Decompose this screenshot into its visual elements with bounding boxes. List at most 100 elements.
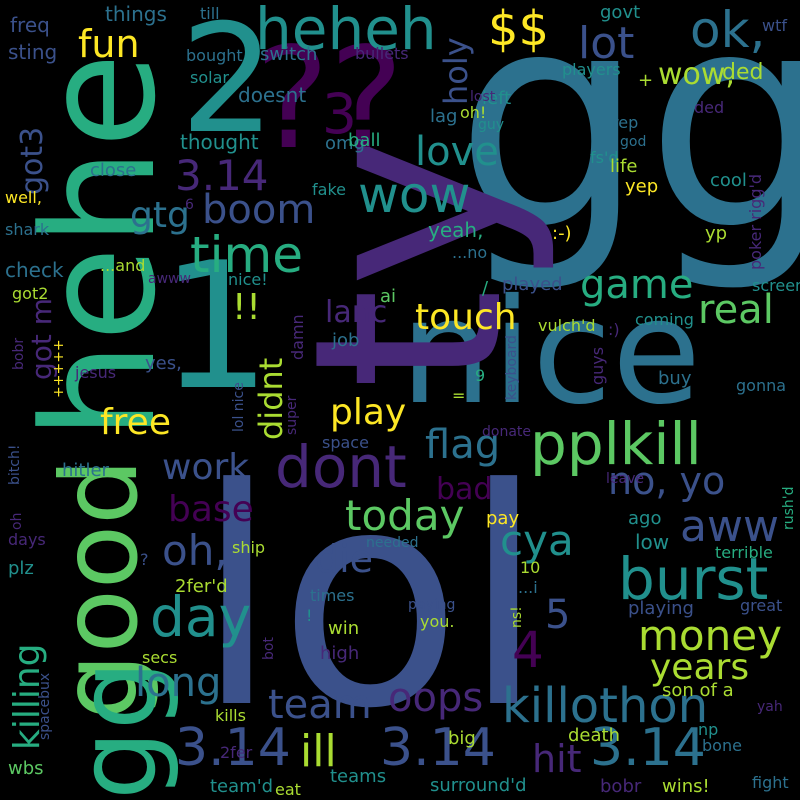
word: till [200, 4, 220, 23]
word: well, [5, 188, 42, 207]
word: today [345, 491, 465, 540]
word: surround'd [430, 775, 527, 796]
word: ok, [690, 1, 766, 59]
word: god [620, 134, 647, 150]
word: big [448, 728, 476, 749]
word: base [168, 489, 254, 530]
word: things [105, 2, 167, 26]
word: yeah, [428, 218, 484, 242]
word: 3.14 [380, 718, 496, 778]
word: bot [261, 637, 277, 660]
word: didnt [252, 357, 290, 440]
word: lanc [325, 295, 388, 330]
word: flag [425, 422, 501, 468]
word: bone [702, 736, 742, 755]
word: yep [625, 176, 659, 197]
word: leave [606, 471, 644, 487]
word: death [568, 725, 620, 746]
word: high [320, 643, 360, 664]
word: vulch'd [538, 316, 596, 335]
word: aww [680, 501, 779, 552]
word: guys [588, 346, 607, 385]
word: bought [186, 46, 243, 65]
word: ...and [100, 256, 146, 275]
word: hit [532, 737, 582, 781]
word: fight [752, 773, 789, 792]
word: lol nice [231, 382, 247, 432]
word: = [452, 386, 466, 405]
word: coming [635, 310, 694, 329]
word: / [482, 278, 489, 299]
word: ?? [255, 18, 404, 181]
word: damn [288, 314, 307, 360]
word: freq [10, 13, 50, 37]
word: wow, [658, 57, 735, 92]
word: burst [618, 545, 769, 613]
word: son of a [662, 680, 734, 701]
word: work [162, 447, 250, 488]
word: + [638, 70, 654, 91]
word: gtg [130, 195, 190, 236]
word: free [100, 402, 171, 443]
word: yah [757, 699, 783, 715]
word: times [310, 586, 355, 605]
word: rep [612, 113, 639, 132]
word: oh [9, 512, 25, 530]
word: secs [142, 648, 178, 667]
word: bad [436, 472, 493, 507]
word: game [580, 262, 694, 308]
word: gg [455, 0, 800, 296]
word: love [415, 129, 499, 175]
word: pay [486, 508, 520, 529]
word: played [502, 274, 563, 295]
word: 1 [160, 226, 272, 429]
word: lot [578, 18, 635, 69]
word: great [740, 596, 783, 615]
word: left [482, 88, 512, 109]
word: heheh [255, 0, 437, 63]
word: ball [348, 130, 381, 151]
word: bullets [355, 44, 409, 63]
word: 2fer'd [175, 576, 228, 597]
word: 10 [520, 558, 541, 577]
word: you. [420, 612, 455, 631]
word: rush'd [781, 486, 797, 530]
word: fake [312, 180, 346, 199]
word: oh! [460, 103, 487, 122]
word: doesnt [238, 83, 307, 107]
word: real [698, 287, 774, 333]
word: buy [658, 368, 692, 389]
word: oops [388, 675, 484, 721]
word: plz [8, 558, 34, 579]
word: screen [752, 276, 800, 295]
word: day [150, 585, 252, 649]
word: money [638, 611, 782, 660]
word: 2fer [220, 743, 253, 762]
word: 9 [475, 366, 486, 385]
word: paying [408, 597, 456, 613]
word: years [650, 647, 750, 688]
word: jesus [75, 363, 117, 382]
word: nice [400, 268, 702, 437]
word: :-) [552, 223, 572, 244]
word: fs'd [590, 148, 619, 167]
word: pplkill [530, 410, 702, 478]
word: bitch! [7, 444, 23, 485]
word: terrible [715, 543, 773, 562]
word: donate [482, 424, 532, 440]
word: close [90, 160, 137, 181]
word: 3.14 [590, 718, 706, 778]
word: bobr [11, 337, 27, 370]
word: $$ [488, 1, 550, 57]
word: guy [478, 117, 505, 133]
word: job [332, 330, 360, 351]
word: hitler [62, 460, 109, 481]
word: super [284, 395, 300, 435]
word: 3 [322, 82, 357, 146]
word: yp [705, 223, 728, 244]
word: spacebux [37, 672, 53, 740]
word: 5 [545, 592, 571, 638]
word: oh, [162, 526, 228, 575]
word: ...i [518, 578, 538, 597]
